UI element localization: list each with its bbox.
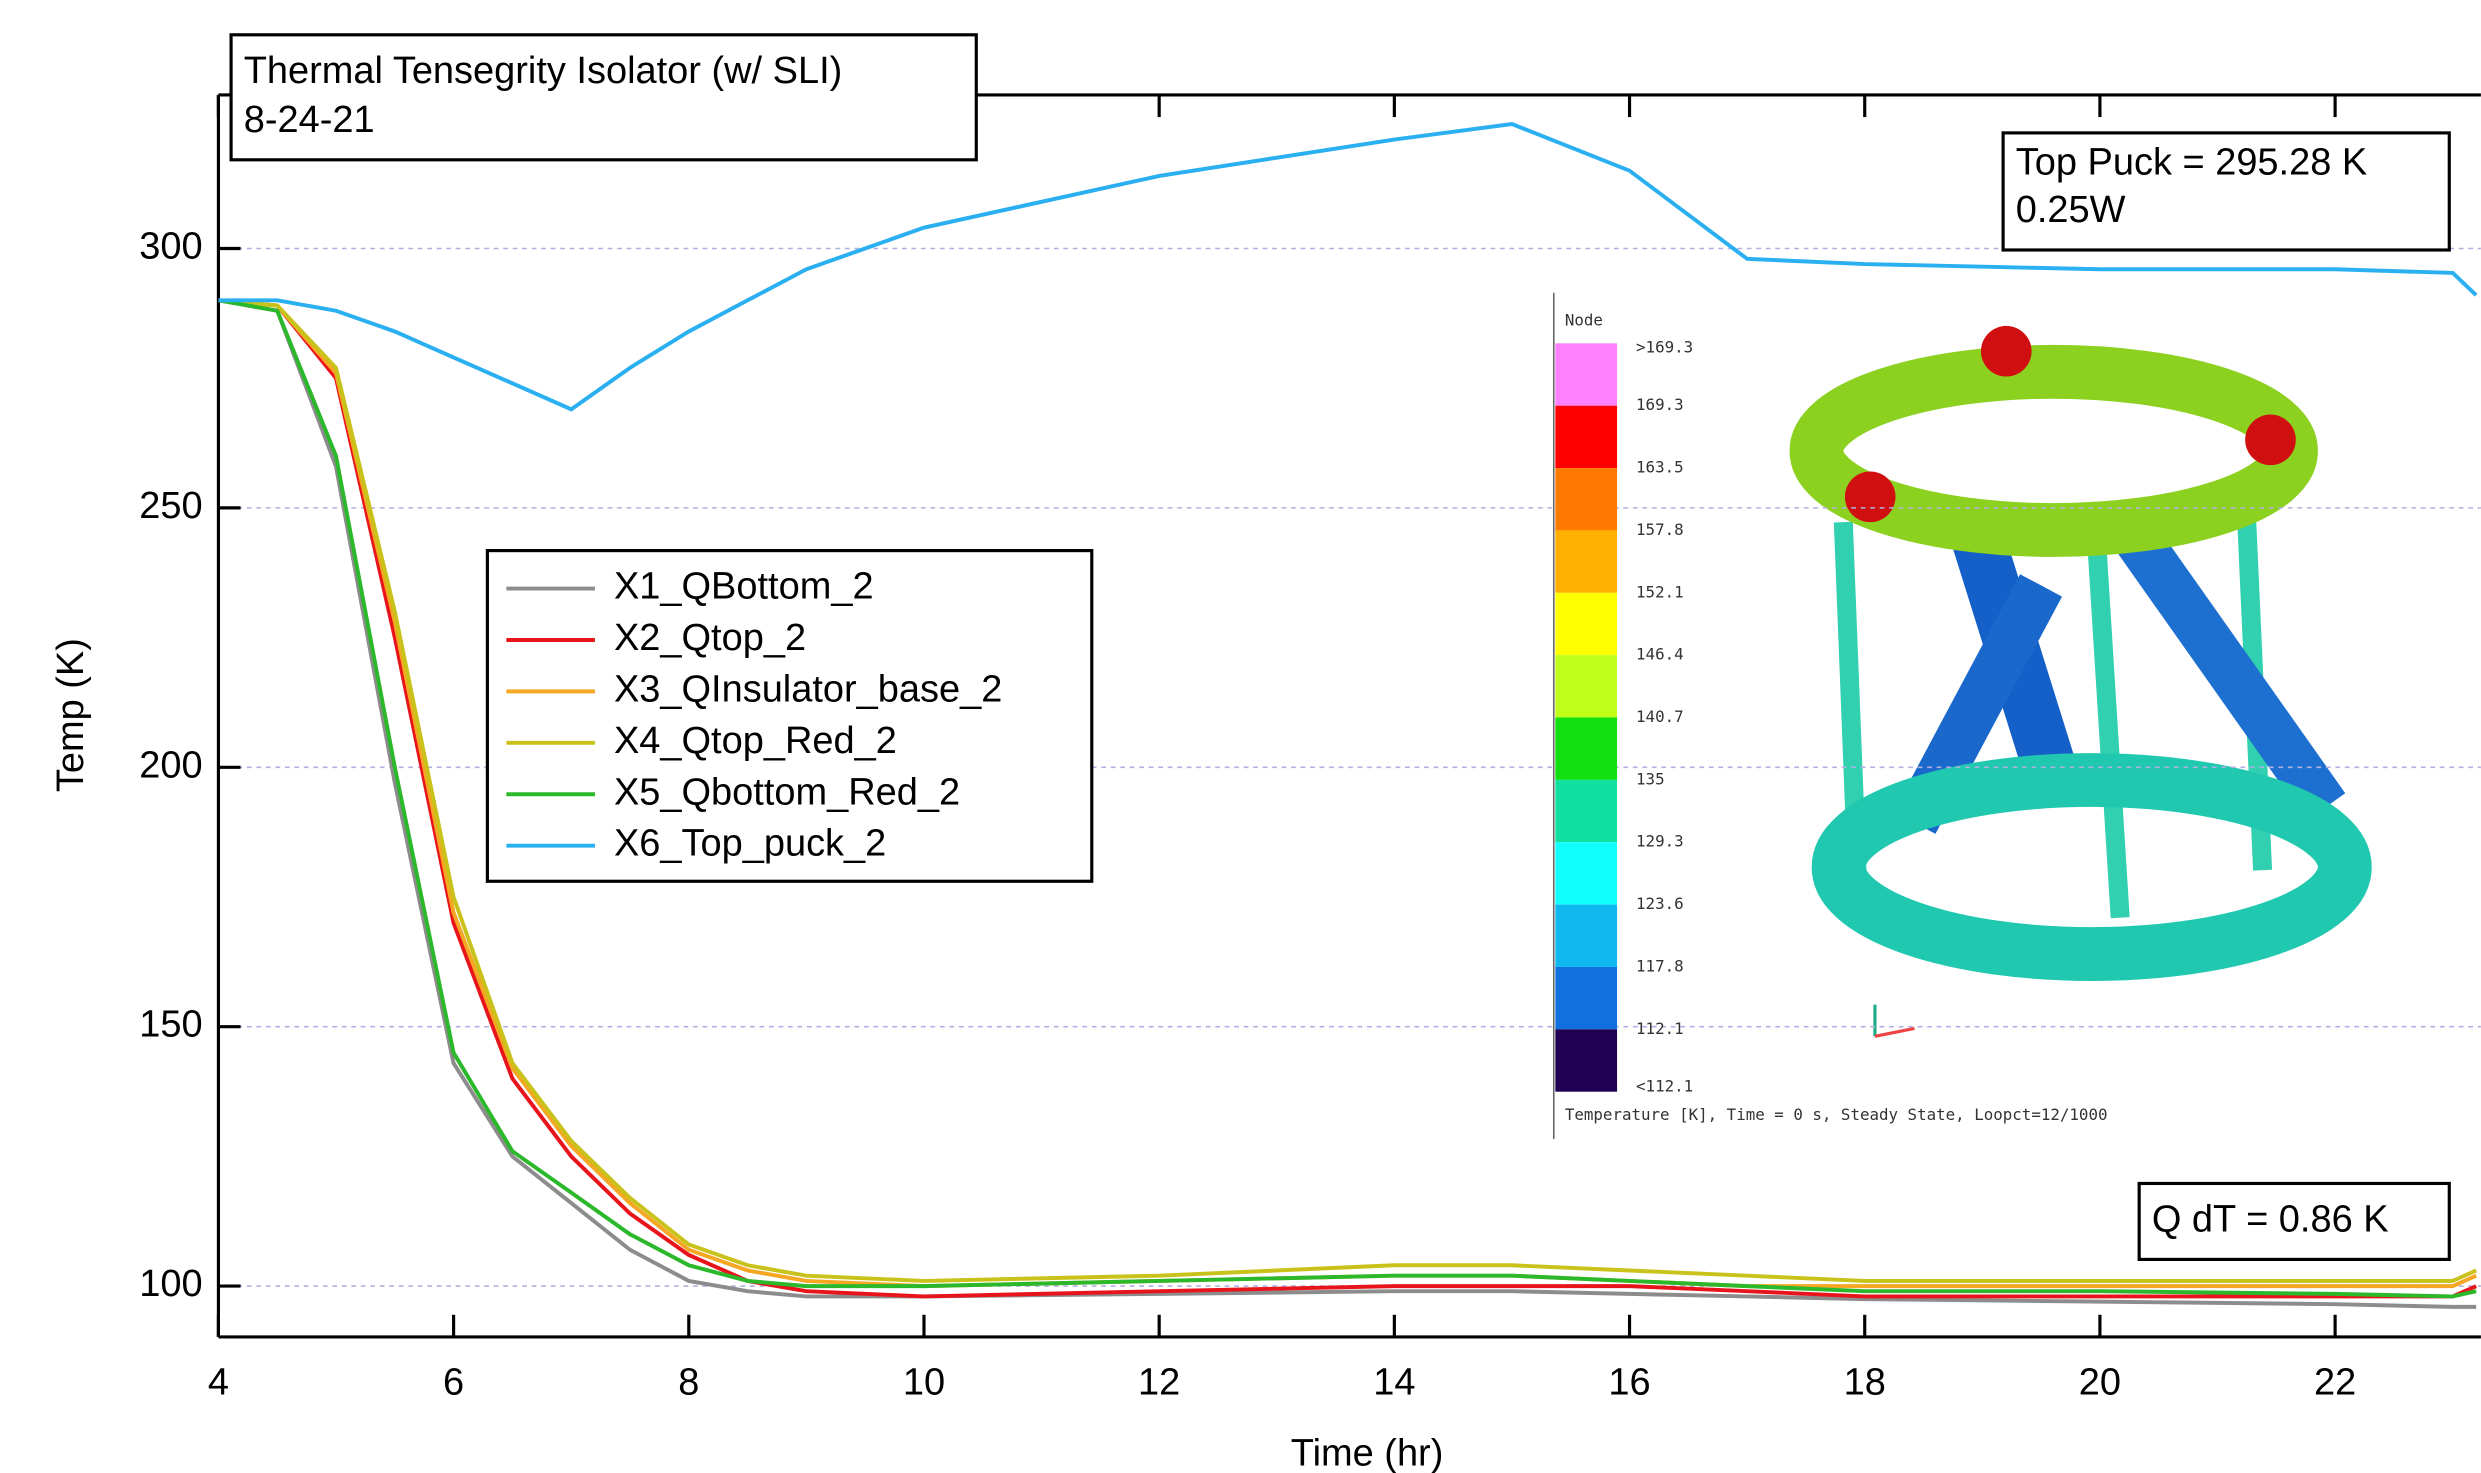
colorbar-swatch: [1555, 343, 1617, 405]
y-tick-label: 250: [139, 485, 202, 527]
y-axis-label: Temp (K): [50, 638, 92, 792]
colorbar-swatch: [1555, 718, 1617, 780]
x-tick-label: 8: [678, 1361, 699, 1403]
chart: Temp (K) Time (hr) Node Temperature [K],…: [0, 0, 2481, 1473]
page: {"chart_data": { "type": "line", "title"…: [0, 0, 2481, 1473]
colorbar-label: 135: [1636, 769, 1665, 788]
colorbar-label: 117.8: [1636, 956, 1684, 975]
colorbar-swatch: [1555, 842, 1617, 904]
legend-label: X3_QInsulator_base_2: [614, 668, 1002, 710]
colorbar-swatch: [1555, 780, 1617, 842]
y-tick-label: 100: [139, 1263, 202, 1305]
colorbar-label: 123.6: [1636, 894, 1684, 913]
x-tick-label: 10: [903, 1361, 945, 1403]
colorbar-label: >169.3: [1636, 338, 1693, 357]
x-tick-label: 4: [208, 1361, 229, 1403]
legend: X1_QBottom_2 X2_Qtop_2 X3_QInsulator_base_…: [487, 551, 1091, 882]
colorbar-title: Node: [1565, 311, 1603, 330]
y-tick-label: 150: [139, 1004, 202, 1046]
colorbar-swatch: [1555, 468, 1617, 530]
annotation: Top Puck = 295.28 K: [2016, 142, 2367, 184]
colorbar-label: 157.8: [1636, 520, 1684, 539]
fem-model: [1816, 326, 2344, 1036]
x-tick-label: 22: [2314, 1361, 2356, 1403]
x-tick-label: 6: [443, 1361, 464, 1403]
x-axis-label: Time (hr): [1291, 1433, 1444, 1473]
colorbar-swatch: [1555, 905, 1617, 967]
colorbar-label: 146.4: [1636, 645, 1684, 664]
chart-title: 8-24-21: [244, 99, 375, 141]
colorbar-label: <112.1: [1636, 1076, 1693, 1095]
x-tick-label: 14: [1373, 1361, 1415, 1403]
colorbar-label: 140.7: [1636, 707, 1684, 726]
x-tick-label: 18: [1844, 1361, 1886, 1403]
legend-label: X1_QBottom_2: [614, 566, 874, 608]
colorbar-label: 169.3: [1636, 395, 1684, 414]
legend-label: X2_Qtop_2: [614, 617, 806, 659]
colorbar-swatch: [1555, 655, 1617, 717]
colorbar-caption: Temperature [K], Time = 0 s, Steady Stat…: [1565, 1105, 2108, 1124]
colorbar-label: 152.1: [1636, 582, 1684, 601]
annotation: Q dT = 0.86 K: [2152, 1198, 2389, 1240]
legend-label: X6_Top_puck_2: [614, 823, 886, 865]
colorbar-swatch: [1555, 967, 1617, 1029]
colorbar-label: 112.1: [1636, 1019, 1684, 1038]
colorbar-label: 163.5: [1636, 458, 1684, 477]
x-tick-label: 16: [1608, 1361, 1650, 1403]
x-tick-label: 12: [1138, 1361, 1180, 1403]
legend-label: X5_Qbottom_Red_2: [614, 771, 960, 813]
colorbar-label: 129.3: [1636, 832, 1684, 851]
colorbar-swatch: [1555, 1029, 1617, 1091]
colorbar-swatch: [1555, 530, 1617, 592]
colorbar-swatch: [1555, 406, 1617, 468]
y-tick-label: 200: [139, 744, 202, 786]
legend-label: X4_Qtop_Red_2: [614, 720, 897, 762]
y-tick-label: 300: [139, 226, 202, 268]
annotation: 0.25W: [2016, 189, 2126, 231]
colorbar-swatch: [1555, 593, 1617, 655]
chart-title: Thermal Tensegrity Isolator (w/ SLI): [244, 50, 843, 92]
x-tick-label: 20: [2079, 1361, 2121, 1403]
